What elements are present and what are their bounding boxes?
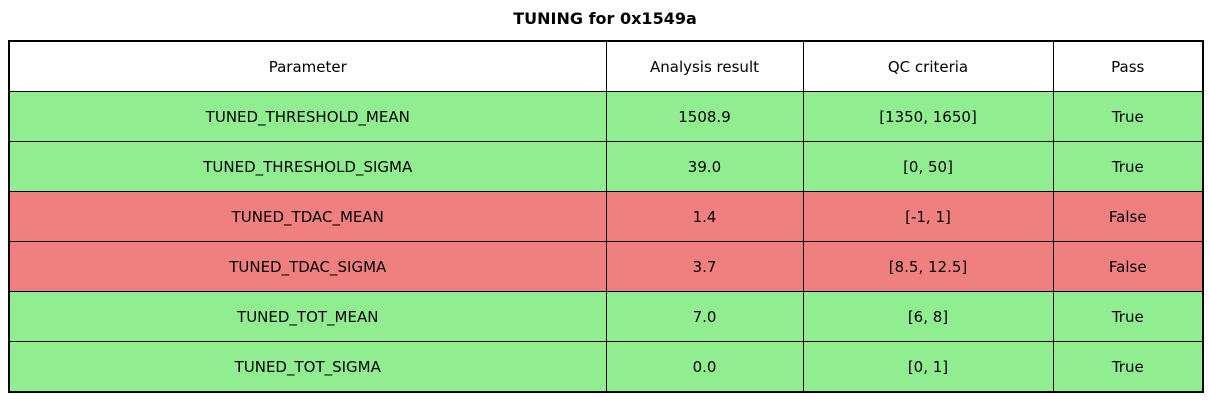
cell-parameter: TUNED_TDAC_SIGMA xyxy=(8,241,607,292)
cell-criteria: [-1, 1] xyxy=(802,191,1054,242)
cell-pass: False xyxy=(1052,191,1204,242)
cell-criteria: [1350, 1650] xyxy=(802,91,1054,142)
table-header-row: Parameter Analysis result QC criteria Pass xyxy=(8,40,1204,92)
cell-criteria: [6, 8] xyxy=(802,291,1054,342)
table-row: TUNED_THRESHOLD_MEAN 1508.9 [1350, 1650] Tr… xyxy=(8,91,1204,142)
cell-parameter: TUNED_TOT_SIGMA xyxy=(8,341,607,393)
cell-criteria: [0, 50] xyxy=(802,141,1054,192)
table-row: TUNED_TDAC_SIGMA 3.7 [8.5, 12.5] False xyxy=(8,241,1204,292)
cell-result: 7.0 xyxy=(605,291,804,342)
cell-result: 3.7 xyxy=(605,241,804,292)
page-title: TUNING for 0x1549a xyxy=(513,9,697,28)
table-row: TUNED_TDAC_MEAN 1.4 [-1, 1] False xyxy=(8,191,1204,242)
cell-pass: False xyxy=(1052,241,1204,292)
cell-pass: True xyxy=(1052,91,1204,142)
qc-results-table: Parameter Analysis result QC criteria Pass … xyxy=(8,40,1204,393)
table-row: TUNED_TOT_SIGMA 0.0 [0, 1] True xyxy=(8,341,1204,393)
cell-pass: True xyxy=(1052,341,1204,393)
cell-result: 39.0 xyxy=(605,141,804,192)
column-header-parameter: Parameter xyxy=(8,40,607,92)
cell-parameter: TUNED_THRESHOLD_MEAN xyxy=(8,91,607,142)
cell-result: 1508.9 xyxy=(605,91,804,142)
cell-criteria: [0, 1] xyxy=(802,341,1054,393)
cell-result: 0.0 xyxy=(605,341,804,393)
cell-parameter: TUNED_TOT_MEAN xyxy=(8,291,607,342)
table-body: TUNED_THRESHOLD_MEAN 1508.9 [1350, 1650] Tr… xyxy=(8,91,1204,393)
column-header-qc-criteria: QC criteria xyxy=(802,40,1054,92)
column-header-pass: Pass xyxy=(1052,40,1204,92)
table-row: TUNED_THRESHOLD_SIGMA 39.0 [0, 50] True xyxy=(8,141,1204,192)
table-row: TUNED_TOT_MEAN 7.0 [6, 8] True xyxy=(8,291,1204,342)
cell-criteria: [8.5, 12.5] xyxy=(802,241,1054,292)
cell-pass: True xyxy=(1052,291,1204,342)
cell-parameter: TUNED_THRESHOLD_SIGMA xyxy=(8,141,607,192)
cell-parameter: TUNED_TDAC_MEAN xyxy=(8,191,607,242)
cell-result: 1.4 xyxy=(605,191,804,242)
cell-pass: True xyxy=(1052,141,1204,192)
column-header-analysis-result: Analysis result xyxy=(605,40,804,92)
